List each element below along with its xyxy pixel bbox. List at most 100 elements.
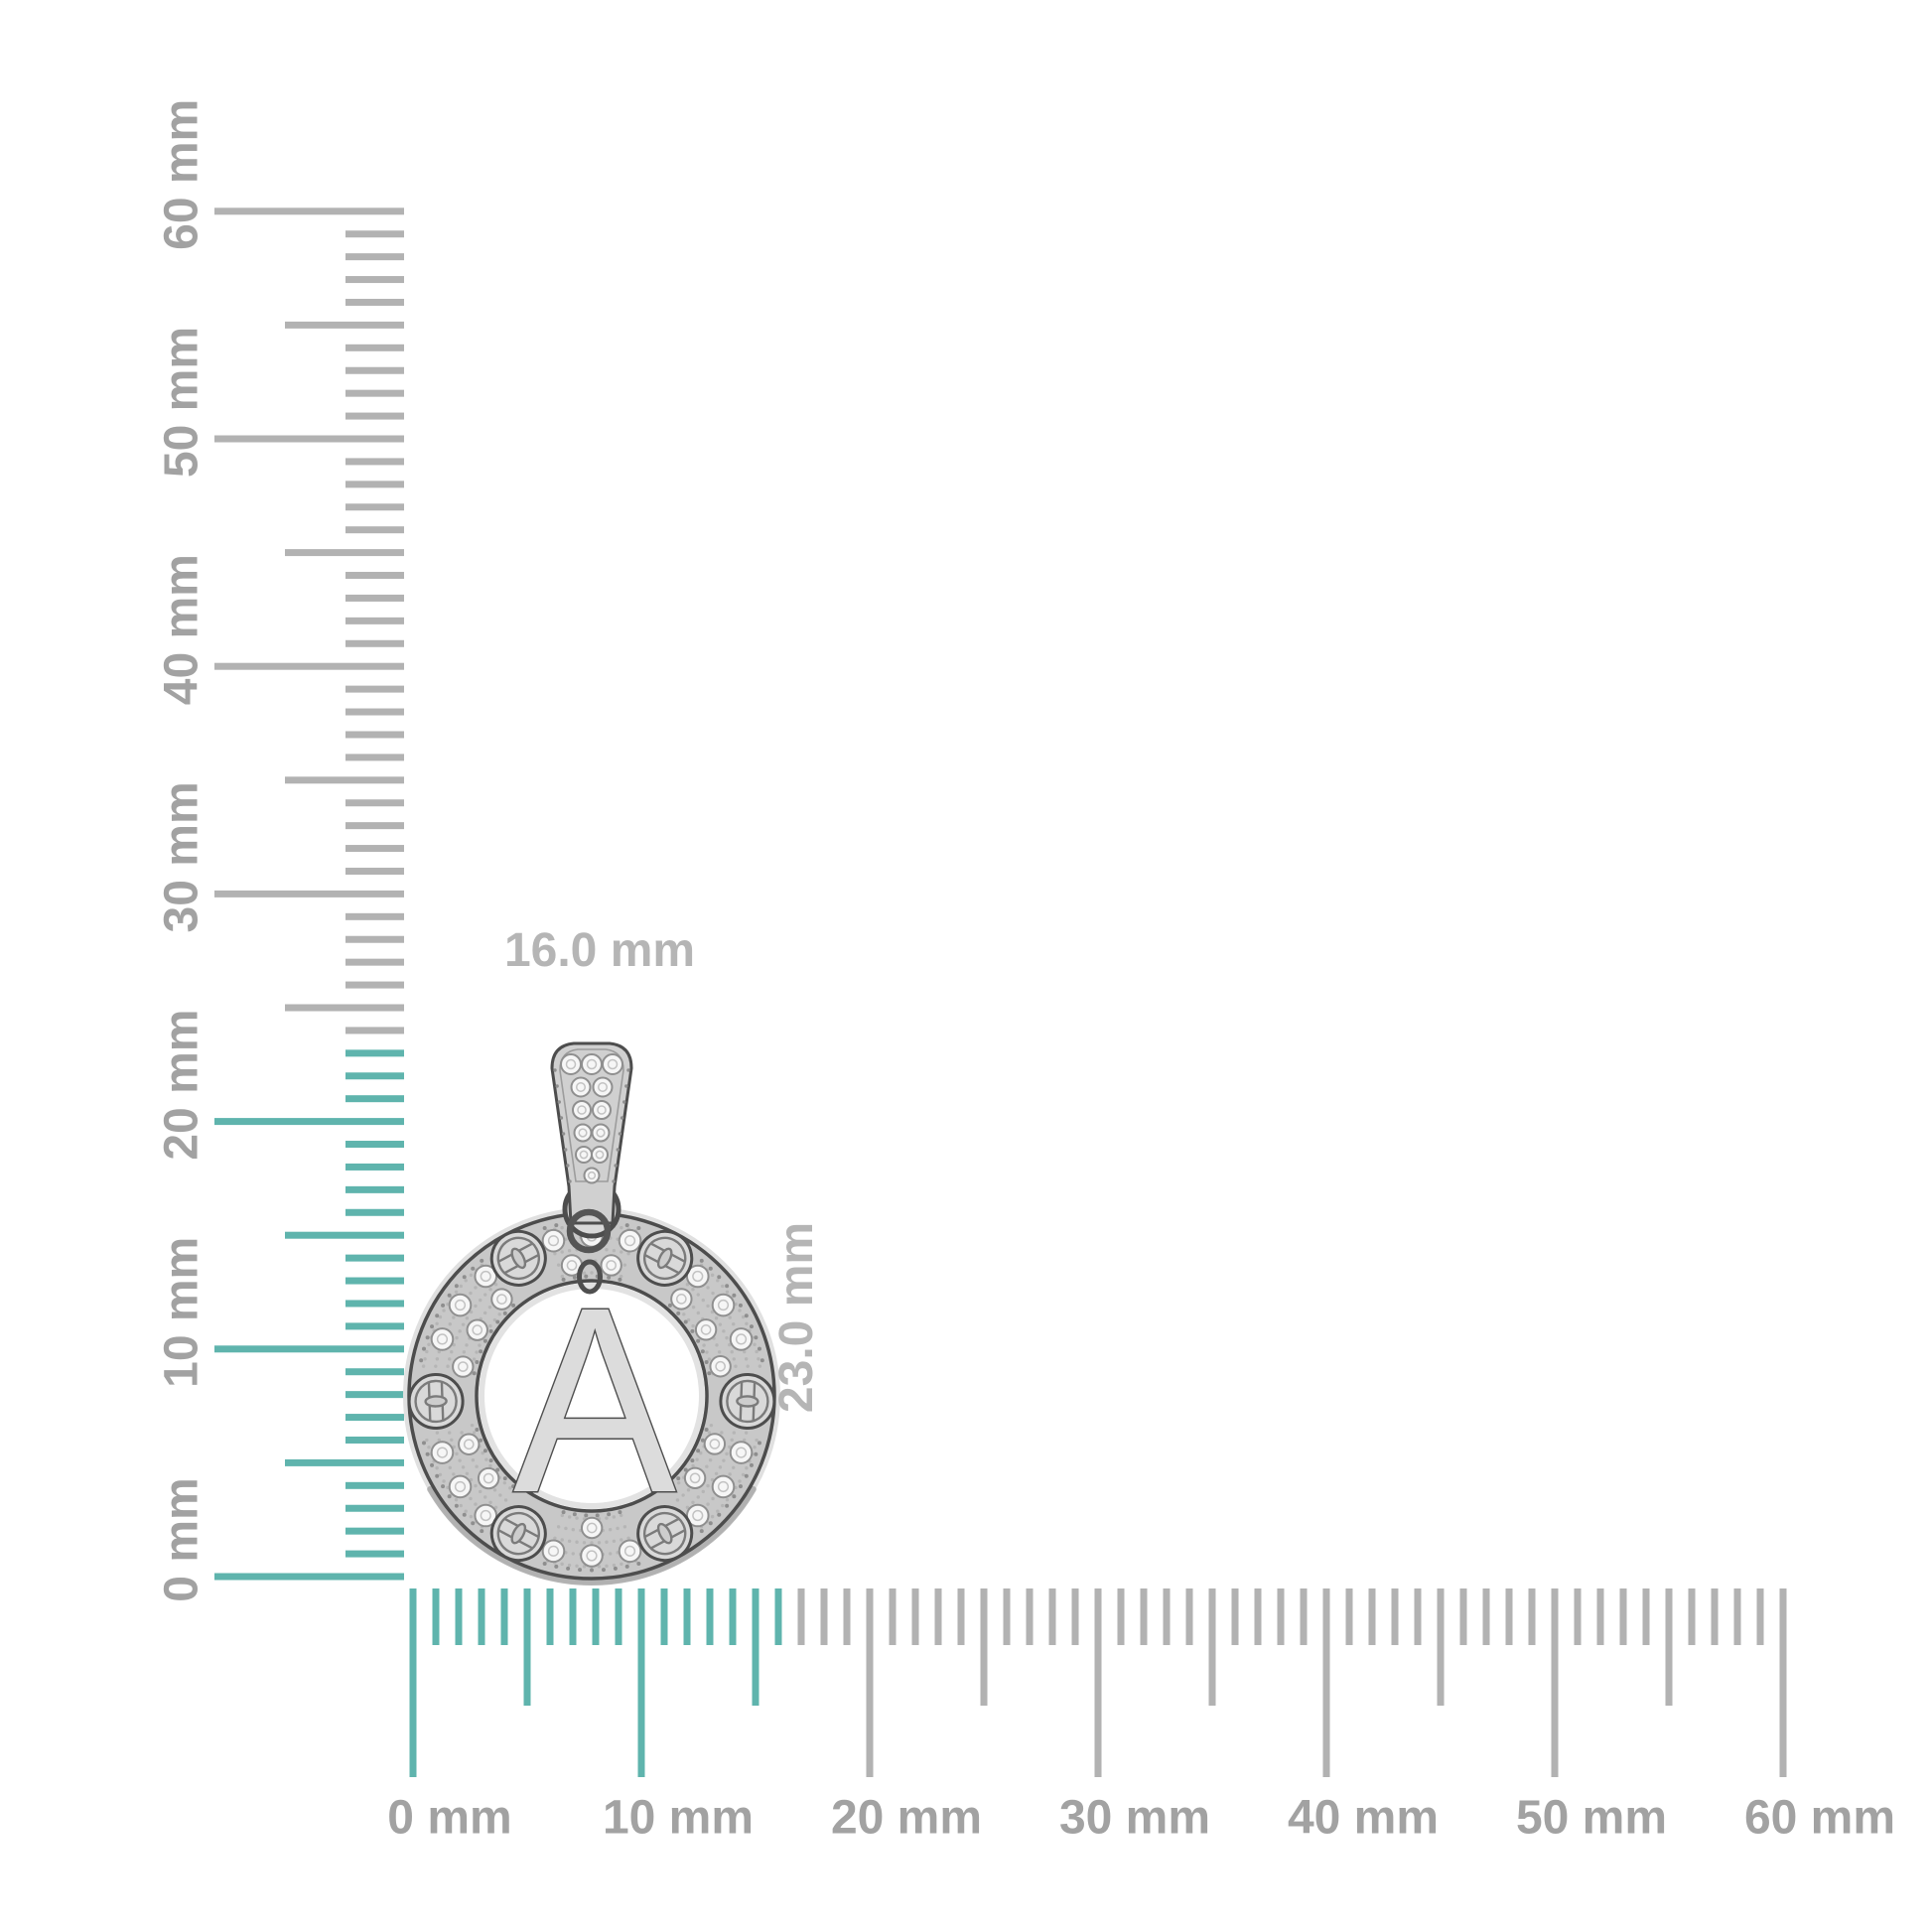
ruler-tick — [774, 1588, 782, 1645]
texture-dot — [472, 1431, 477, 1435]
texture-dot — [461, 1322, 466, 1326]
texture-dot — [696, 1495, 700, 1499]
pave-stone-facet — [575, 1081, 587, 1093]
texture-dot — [556, 1263, 561, 1267]
pave-stone — [477, 1466, 500, 1490]
milgrain-dot — [578, 1568, 583, 1573]
texture-dot — [465, 1343, 469, 1347]
ruler-tick — [820, 1588, 828, 1645]
texture-dot — [481, 1450, 484, 1455]
texture-dot — [622, 1263, 627, 1267]
h-ruler-label: 30 mm — [1059, 1792, 1210, 1845]
texture-dot — [620, 1562, 623, 1567]
texture-dot — [469, 1310, 474, 1314]
texture-dot — [710, 1514, 715, 1519]
texture-dot — [675, 1498, 680, 1502]
ruler-tick — [546, 1588, 554, 1645]
ruler-tick — [345, 754, 404, 761]
milgrain-dot — [699, 1258, 704, 1263]
milgrain-dot — [462, 1512, 467, 1517]
texture-dot — [448, 1431, 452, 1435]
texture-dot — [560, 1225, 564, 1230]
pave-stone — [474, 1264, 498, 1289]
pave-stone-facet — [566, 1260, 578, 1271]
v-ruler-label: 10 mm — [156, 1237, 208, 1388]
texture-dot — [455, 1335, 459, 1340]
texture-dot — [725, 1498, 730, 1502]
texture-dot — [685, 1505, 690, 1509]
ruler-tick — [345, 1163, 404, 1171]
milgrain-dot — [717, 1275, 722, 1280]
texture-dot — [699, 1450, 703, 1455]
texture-dot — [437, 1349, 441, 1354]
milgrain-dot — [707, 1371, 712, 1376]
screw-motif — [489, 1505, 547, 1563]
texture-dot — [464, 1279, 468, 1283]
pave-stone-facet — [483, 1472, 494, 1484]
ruler-tick — [345, 1391, 404, 1399]
milgrain-dot — [572, 1275, 577, 1280]
texture-dot — [753, 1446, 757, 1449]
milgrain-dot — [542, 1226, 547, 1231]
pave-stone-facet — [457, 1361, 469, 1372]
texture-dot — [450, 1349, 454, 1354]
ruler-tick — [345, 412, 404, 420]
milgrain-dot — [480, 1258, 484, 1263]
pave-stone — [583, 1167, 601, 1184]
ruler-tick — [1277, 1588, 1285, 1645]
texture-dot — [590, 1271, 594, 1275]
ruler-tick — [345, 389, 404, 397]
ruler-tick — [214, 1345, 404, 1353]
milgrain-dot — [618, 1277, 622, 1282]
texture-dot — [682, 1312, 686, 1316]
milgrain-dot — [447, 1293, 452, 1298]
milgrain-dot — [483, 1449, 487, 1453]
texture-dot — [474, 1502, 478, 1506]
pendant-letter: A — [513, 1253, 677, 1548]
ruler-tick — [683, 1588, 691, 1645]
ruler-tick — [1414, 1588, 1422, 1645]
h-ruler-label: 20 mm — [831, 1792, 982, 1845]
pave-stone-facet — [577, 1105, 587, 1115]
texture-dot — [469, 1514, 474, 1519]
ruler-tick — [214, 207, 404, 215]
pave-stone-facet — [700, 1324, 712, 1335]
ruler-tick — [345, 935, 404, 943]
milgrain-dot — [636, 1226, 641, 1231]
texture-dot — [484, 1457, 488, 1461]
texture-dot — [560, 1250, 564, 1254]
pave-stone — [452, 1355, 475, 1378]
ruler-tick — [1163, 1588, 1171, 1645]
milgrain-dot — [471, 1266, 476, 1271]
milgrain-dot — [732, 1494, 737, 1499]
ruler-tick — [214, 1118, 404, 1126]
ruler-tick — [214, 1573, 404, 1581]
texture-dot — [459, 1503, 463, 1508]
milgrain-dot — [749, 1324, 754, 1329]
h-ruler-label: 50 mm — [1516, 1792, 1667, 1845]
pave-stone-facet — [436, 1333, 449, 1345]
pave-stone — [466, 1318, 488, 1341]
h-ruler-label: 40 mm — [1288, 1792, 1439, 1845]
milgrain-dot — [447, 1494, 452, 1499]
texture-dot — [474, 1483, 478, 1488]
milgrain-dot — [704, 1360, 709, 1365]
ruler-tick — [345, 344, 404, 351]
texture-dot — [695, 1457, 699, 1461]
screw-motif — [407, 1372, 465, 1430]
texture-dot — [571, 1528, 576, 1532]
texture-dot — [741, 1314, 746, 1319]
pave-stone — [685, 1503, 710, 1528]
ruler-tick — [1231, 1588, 1239, 1645]
texture-dot — [461, 1465, 466, 1469]
milgrain-dot — [683, 1319, 688, 1324]
ruler-tick — [592, 1588, 600, 1645]
texture-dot — [469, 1477, 474, 1482]
texture-dot — [502, 1480, 507, 1485]
pave-stone — [580, 1544, 604, 1568]
screw-inner — [496, 1511, 540, 1556]
texture-dot — [446, 1364, 450, 1368]
ruler-tick — [214, 890, 404, 897]
height-dimension-label: 23.0 mm — [770, 1222, 823, 1413]
pave-stone-facet — [480, 1270, 491, 1283]
